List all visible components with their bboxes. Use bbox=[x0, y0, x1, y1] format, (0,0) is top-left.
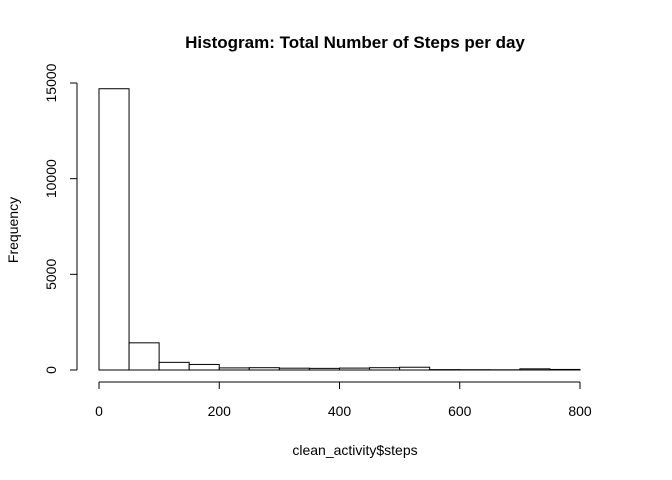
x-tick-label: 600 bbox=[448, 403, 472, 419]
y-tick-label: 0 bbox=[43, 366, 59, 374]
histogram-bar bbox=[248, 367, 280, 371]
y-axis: 0 5000 10000 15000 bbox=[43, 63, 78, 374]
histogram-bar bbox=[308, 367, 341, 371]
histogram-bar bbox=[519, 368, 551, 371]
y-tick-label: 5000 bbox=[43, 259, 59, 290]
histogram-bar bbox=[278, 367, 310, 371]
histogram-bar bbox=[98, 88, 130, 371]
x-tick-label: 800 bbox=[568, 403, 592, 419]
y-tick-label: 10000 bbox=[43, 159, 59, 198]
y-tick-label: 15000 bbox=[43, 63, 59, 102]
histogram-bar bbox=[549, 368, 581, 371]
x-tick-label: 400 bbox=[328, 403, 352, 419]
y-axis-label: Frequency bbox=[5, 197, 21, 263]
x-axis: 0 200 400 600 800 bbox=[95, 381, 592, 419]
histogram-bar bbox=[158, 361, 190, 371]
x-axis-label: clean_activity$steps bbox=[292, 442, 417, 458]
histogram-bar bbox=[218, 367, 250, 371]
histogram-bar bbox=[188, 363, 220, 371]
chart-title: Histogram: Total Number of Steps per day bbox=[185, 33, 525, 52]
bars-group bbox=[98, 88, 581, 371]
x-tick-label: 200 bbox=[208, 403, 232, 419]
histogram-bar bbox=[399, 366, 431, 371]
histogram-bar bbox=[339, 367, 371, 371]
histogram-bar bbox=[369, 367, 401, 371]
histogram-bar bbox=[128, 342, 160, 371]
x-tick-label: 0 bbox=[95, 403, 103, 419]
